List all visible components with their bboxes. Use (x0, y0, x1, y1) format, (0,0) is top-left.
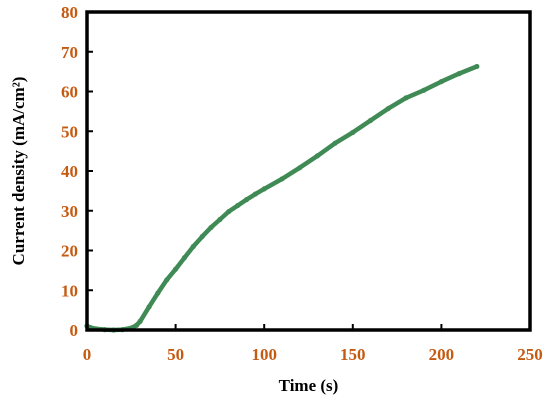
data-point (146, 304, 152, 310)
data-point (199, 233, 205, 240)
series-line (84, 64, 480, 333)
data-point (134, 322, 140, 328)
data-point (217, 216, 223, 223)
y-tick-label: 40 (61, 162, 78, 181)
data-point (332, 140, 338, 146)
y-tick-label: 20 (61, 242, 78, 261)
data-point (252, 191, 258, 197)
data-point (367, 117, 374, 124)
y-tick-label: 70 (61, 43, 78, 62)
x-tick-label: 100 (251, 345, 277, 364)
data-point (181, 255, 188, 261)
y-tick-label: 10 (61, 281, 78, 300)
data-point (403, 95, 409, 101)
data-point (155, 290, 161, 296)
data-point (279, 176, 285, 182)
data-point (137, 318, 143, 324)
y-tick-label: 50 (61, 122, 78, 141)
y-axis-ticks: 0 10 20 30 40 50 60 70 80 (61, 3, 93, 340)
x-tick-label: 50 (167, 345, 184, 364)
data-point (261, 186, 267, 192)
x-tick-label: 150 (340, 345, 366, 364)
plot-frame (85, 10, 532, 332)
data-point (226, 208, 232, 215)
y-tick-label: 0 (70, 321, 79, 340)
y-axis-label: Current density (mA/cm²) (9, 77, 28, 266)
x-axis-label: Time (s) (279, 376, 339, 395)
x-tick-label: 200 (429, 345, 455, 364)
data-point (385, 105, 391, 112)
data-point (456, 71, 462, 77)
data-point (314, 153, 320, 159)
series-layer (84, 63, 480, 333)
data-point (190, 243, 196, 250)
y-tick-label: 30 (61, 202, 78, 221)
x-tick-label: 0 (83, 345, 92, 364)
y-tick-label: 80 (61, 3, 78, 22)
data-point (243, 197, 250, 203)
x-tick-label: 250 (517, 345, 543, 364)
data-point (235, 202, 241, 209)
data-point (297, 165, 303, 171)
data-point (421, 87, 427, 93)
data-point (438, 78, 444, 85)
y-tick-label: 60 (61, 83, 78, 102)
data-point (208, 224, 214, 231)
data-point (173, 266, 179, 272)
data-point (164, 277, 170, 283)
data-point (474, 63, 480, 70)
data-point (350, 129, 356, 136)
